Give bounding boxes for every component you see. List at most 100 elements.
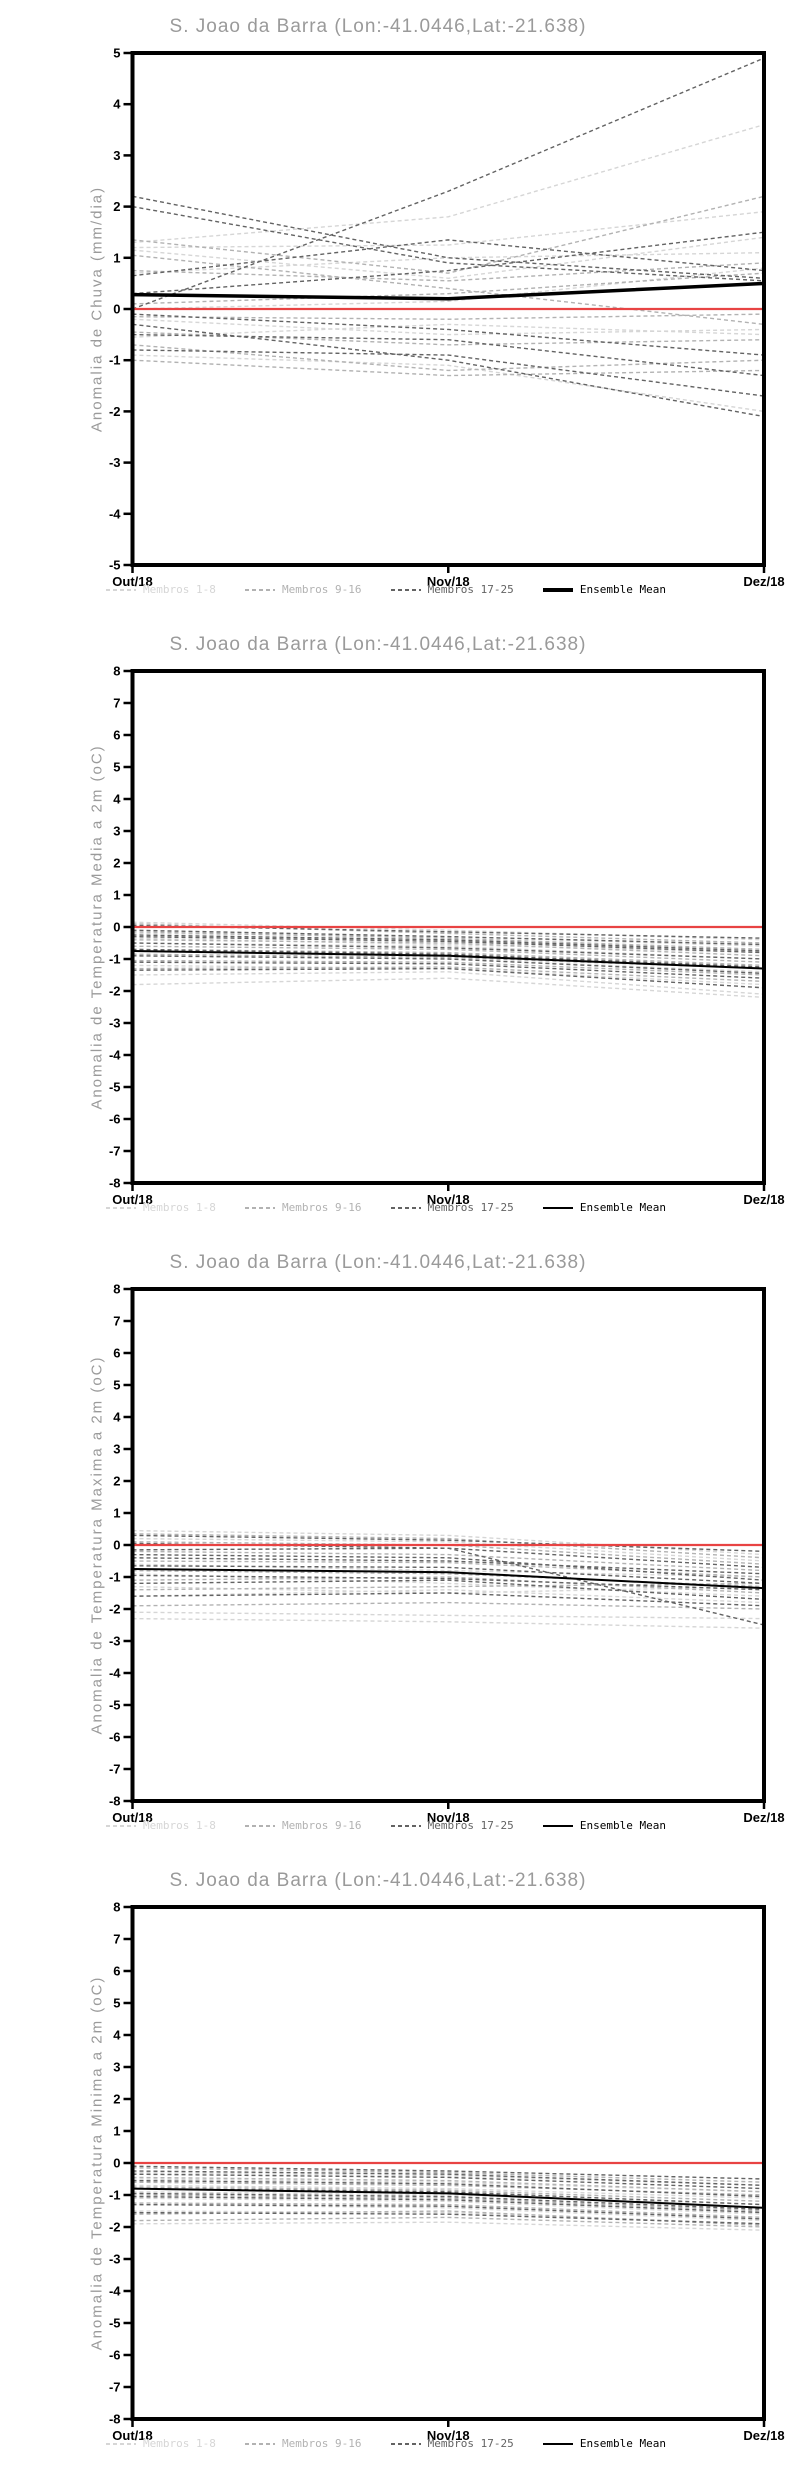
svg-text:6: 6 xyxy=(113,1346,120,1361)
legend-label: Membros 1-8 xyxy=(143,1201,216,1214)
svg-text:8: 8 xyxy=(113,1900,120,1915)
svg-text:2: 2 xyxy=(113,199,120,214)
legend-line-membros-17-25 xyxy=(390,1206,421,1209)
svg-text:7: 7 xyxy=(113,1932,120,1947)
legend-line-membros-17-25 xyxy=(390,1824,421,1827)
plot-area: -8 -7 -6 -5 -4 -3 -2 -1 0 1 2 3 4 5 6 7 8 Out/18 Nov/18 Dez… xyxy=(109,1900,785,2444)
svg-text:7: 7 xyxy=(113,1314,120,1329)
legend-line-membros-9-16 xyxy=(245,1206,276,1209)
svg-text:3: 3 xyxy=(113,824,120,839)
legend-label: Membros 1-8 xyxy=(143,2437,216,2450)
svg-text:Out/18: Out/18 xyxy=(112,2428,152,2443)
chart-title: S. Joao da Barra (Lon:-41.0446,Lat:-21.6… xyxy=(169,1870,587,1891)
svg-text:-3: -3 xyxy=(109,1016,121,1031)
svg-text:-2: -2 xyxy=(109,984,121,999)
svg-text:-4: -4 xyxy=(109,1666,121,1681)
svg-text:0: 0 xyxy=(113,920,120,935)
svg-text:-4: -4 xyxy=(109,2284,121,2299)
legend: Membros 1-8 Membros 9-16 Membros 17-25 E… xyxy=(106,1201,666,1214)
svg-text:-2: -2 xyxy=(109,1602,121,1617)
legend-line-membros-1-8 xyxy=(106,1206,136,1209)
svg-text:1: 1 xyxy=(113,250,120,265)
legend-item-membros-1-8: Membros 1-8 xyxy=(106,2437,216,2450)
legend-label: Membros 9-16 xyxy=(282,583,362,596)
svg-text:2: 2 xyxy=(113,2092,120,2107)
plot-area: -8 -7 -6 -5 -4 -3 -2 -1 0 1 2 3 4 5 6 7 8 Out/18 Nov/18 Dez… xyxy=(109,1282,785,1826)
svg-text:-6: -6 xyxy=(109,2348,121,2363)
svg-text:-1: -1 xyxy=(109,2188,121,2203)
svg-text:3: 3 xyxy=(113,148,120,163)
svg-text:-1: -1 xyxy=(109,952,121,967)
svg-text:-3: -3 xyxy=(109,2252,121,2267)
legend-item-membros-9-16: Membros 9-16 xyxy=(245,2437,362,2450)
legend-label: Membros 17-25 xyxy=(427,1201,514,1214)
svg-text:-7: -7 xyxy=(109,1144,121,1159)
svg-text:4: 4 xyxy=(113,1410,121,1425)
legend-item-membros-17-25: Membros 17-25 xyxy=(390,1819,514,1832)
svg-text:5: 5 xyxy=(113,1996,120,2011)
svg-text:Out/18: Out/18 xyxy=(112,574,152,589)
legend-line-membros-1-8 xyxy=(106,1824,136,1827)
legend-line-membros-17-25 xyxy=(390,588,421,591)
svg-text:Dez/18: Dez/18 xyxy=(743,574,784,589)
svg-text:1: 1 xyxy=(113,888,120,903)
svg-text:-5: -5 xyxy=(109,558,121,573)
legend-line-membros-9-16 xyxy=(245,1824,276,1827)
svg-text:Dez/18: Dez/18 xyxy=(743,1192,784,1207)
chart-title: S. Joao da Barra (Lon:-41.0446,Lat:-21.6… xyxy=(169,634,587,655)
legend-label: Membros 17-25 xyxy=(427,1819,514,1832)
chart-title: S. Joao da Barra (Lon:-41.0446,Lat:-21.6… xyxy=(169,1252,587,1273)
legend-line-ensemble-mean xyxy=(542,1206,573,1209)
chart-panel-temp-minima: S. Joao da Barra (Lon:-41.0446,Lat:-21.6… xyxy=(0,1854,800,2472)
svg-text:5: 5 xyxy=(113,46,120,61)
svg-text:-5: -5 xyxy=(109,1080,121,1095)
svg-text:3: 3 xyxy=(113,2060,120,2075)
legend-item-membros-9-16: Membros 9-16 xyxy=(245,583,362,596)
svg-text:Nov/18: Nov/18 xyxy=(427,1810,470,1825)
svg-text:0: 0 xyxy=(113,1538,120,1553)
svg-text:Nov/18: Nov/18 xyxy=(427,2428,470,2443)
legend-line-membros-17-25 xyxy=(390,2442,421,2445)
svg-text:-1: -1 xyxy=(109,1570,121,1585)
svg-text:4: 4 xyxy=(113,792,121,807)
svg-text:-5: -5 xyxy=(109,2316,121,2331)
svg-text:Nov/18: Nov/18 xyxy=(427,574,470,589)
svg-text:Out/18: Out/18 xyxy=(112,1192,152,1207)
svg-text:5: 5 xyxy=(113,1378,120,1393)
legend-line-membros-9-16 xyxy=(245,588,276,591)
svg-text:Out/18: Out/18 xyxy=(112,1810,152,1825)
legend-label: Membros 9-16 xyxy=(282,2437,362,2450)
svg-text:0: 0 xyxy=(113,302,120,317)
svg-text:2: 2 xyxy=(113,856,120,871)
svg-text:1: 1 xyxy=(113,2124,120,2139)
legend-label: Membros 1-8 xyxy=(143,583,216,596)
svg-text:Nov/18: Nov/18 xyxy=(427,1192,470,1207)
legend-label: Ensemble Mean xyxy=(579,1819,666,1832)
svg-text:7: 7 xyxy=(113,696,120,711)
svg-text:-8: -8 xyxy=(109,1794,121,1809)
svg-text:4: 4 xyxy=(113,97,121,112)
svg-text:-4: -4 xyxy=(109,1048,121,1063)
legend-item-membros-9-16: Membros 9-16 xyxy=(245,1819,362,1832)
legend: Membros 1-8 Membros 9-16 Membros 17-25 E… xyxy=(106,2437,666,2450)
svg-text:5: 5 xyxy=(113,760,120,775)
legend-label: Ensemble Mean xyxy=(579,1201,666,1214)
svg-text:-3: -3 xyxy=(109,1634,121,1649)
chart-panel-temp-media: S. Joao da Barra (Lon:-41.0446,Lat:-21.6… xyxy=(0,618,800,1236)
legend-label: Ensemble Mean xyxy=(579,583,666,596)
svg-text:3: 3 xyxy=(113,1442,120,1457)
svg-text:-2: -2 xyxy=(109,404,121,419)
legend: Membros 1-8 Membros 9-16 Membros 17-25 E… xyxy=(106,1819,666,1832)
legend-item-ensemble-mean: Ensemble Mean xyxy=(542,583,666,596)
svg-text:-3: -3 xyxy=(109,455,121,470)
legend-label: Membros 9-16 xyxy=(282,1819,362,1832)
chart-panel-temp-maxima: S. Joao da Barra (Lon:-41.0446,Lat:-21.6… xyxy=(0,1236,800,1854)
legend-item-membros-1-8: Membros 1-8 xyxy=(106,583,216,596)
svg-text:-7: -7 xyxy=(109,1762,121,1777)
svg-text:Dez/18: Dez/18 xyxy=(743,2428,784,2443)
svg-text:4: 4 xyxy=(113,2028,121,2043)
legend-item-membros-1-8: Membros 1-8 xyxy=(106,1201,216,1214)
svg-text:6: 6 xyxy=(113,728,120,743)
svg-text:-7: -7 xyxy=(109,2380,121,2395)
svg-text:-6: -6 xyxy=(109,1730,121,1745)
